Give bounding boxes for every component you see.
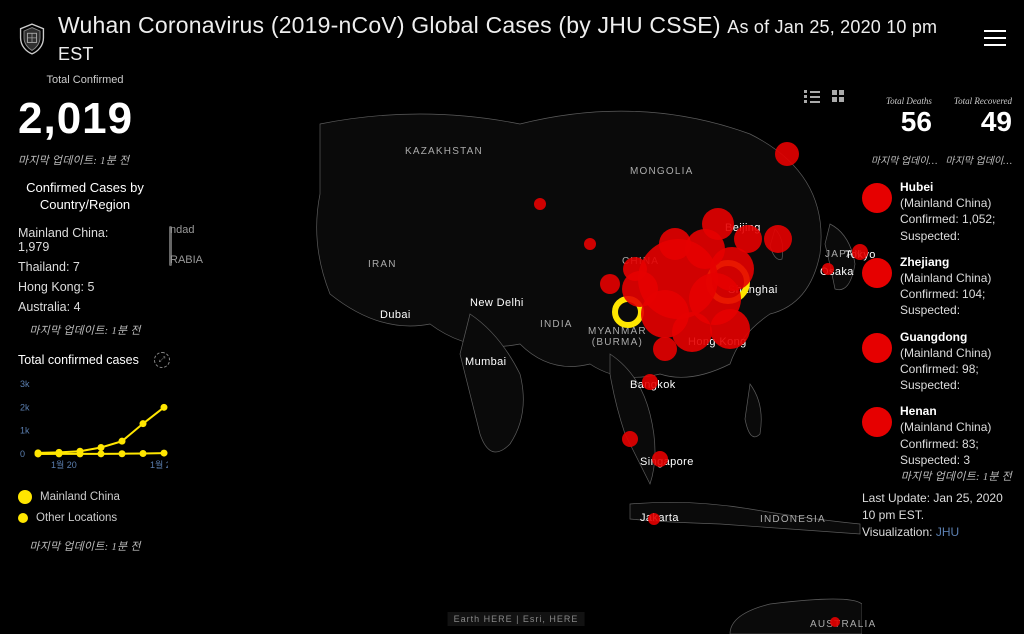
map-bubble-red[interactable] [652,451,668,467]
hamburger-menu-icon[interactable] [984,30,1006,48]
region-row[interactable]: Hubei(Mainland China)Confirmed: 1,052; S… [862,179,1012,244]
right-panel: Total Deaths 56 Total Recovered 49 마지막 업… [862,74,1024,634]
map-bubble-red[interactable] [584,238,596,250]
map-basemap [170,74,862,634]
region-dot-icon [862,407,892,437]
left-panel: Total Confirmed 2,019 마지막 업데이트: 1분 전 Con… [0,74,170,634]
header: Wuhan Coronavirus (2019-nCoV) Global Cas… [0,0,1024,74]
shield-icon [18,23,46,55]
total-confirmed-value: 2,019 [18,94,170,144]
list-item[interactable]: Australia: 4 [18,300,170,314]
map-bubble-red[interactable] [822,263,834,275]
legend-dot-icon [18,513,28,523]
map-partial-labels: ndad RABIA [170,224,206,284]
country-list[interactable]: Mainland China: 1,979 Thailand: 7 Hong K… [18,226,170,314]
legend-item: Mainland China [18,490,170,504]
region-row[interactable]: Guangdong(Mainland China)Confirmed: 98; … [862,329,1012,394]
list-item[interactable]: Mainland China: 1,979 [18,226,170,254]
map-bubble-red[interactable] [672,312,712,352]
region-dot-icon [862,333,892,363]
svg-text:0: 0 [20,449,25,459]
total-confirmed-label: Total Confirmed [0,74,170,86]
map-bubble-red[interactable] [775,142,799,166]
title-main: Wuhan Coronavirus (2019-nCoV) Global Cas… [58,12,721,38]
map-bubble-red[interactable] [653,337,677,361]
region-update-text: 마지막 업데이트: 1분 전 [862,468,1012,484]
map-city-label: New Delhi [470,297,524,309]
svg-text:2k: 2k [20,402,30,412]
kpi-deaths: Total Deaths 56 [886,96,932,138]
kpi-recovered: Total Recovered 49 [954,96,1012,138]
main: Total Confirmed 2,019 마지막 업데이트: 1분 전 Con… [0,74,1024,634]
grid-view-icon[interactable] [832,90,850,108]
kpi-updates: 마지막 업데이… 마지막 업데이… [862,152,1012,167]
map-bubble-red[interactable] [710,309,750,349]
region-dot-icon [862,258,892,288]
expand-icon[interactable]: ⤢ [154,352,170,368]
list-item[interactable]: Thailand: 7 [18,260,170,274]
region-row[interactable]: Zhejiang(Mainland China)Confirmed: 104; … [862,254,1012,319]
map-country-label: MYANMAR(BURMA) [588,326,647,348]
legend-item: Other Locations [18,512,170,524]
chart-update-text: 마지막 업데이트: 1분 전 [0,538,170,554]
map-attribution: Earth HERE | Esri, HERE [448,612,585,626]
kpi-row: Total Deaths 56 Total Recovered 49 [862,96,1012,138]
country-update-text: 마지막 업데이트: 1분 전 [0,322,170,338]
chart-header: Total confirmed cases ⤢ [18,352,170,368]
region-dot-icon [862,183,892,213]
map-city-label: Mumbai [465,356,507,368]
svg-text:1k: 1k [20,425,30,435]
map-bubble-red[interactable] [642,374,658,390]
country-section-title: Confirmed Cases by Country/Region [0,180,170,214]
map-bubble-red[interactable] [534,198,546,210]
region-row[interactable]: Henan(Mainland China)Confirmed: 83; Susp… [862,403,1012,468]
line-chart[interactable]: 0 1k 2k 3k 1월 20 1월 25 [18,380,168,470]
map-bubble-red[interactable] [734,225,762,253]
map-bubble-red[interactable] [764,225,792,253]
list-item[interactable]: Hong Kong: 5 [18,280,170,294]
map[interactable]: ndad RABIA KAZAKHSTANMONGOLIAIRANINDIACH… [170,74,862,634]
svg-text:1월 25: 1월 25 [150,459,168,470]
map-bubble-red[interactable] [659,228,691,260]
map-country-label: INDONESIA [760,514,826,525]
source-link[interactable]: JHU [936,525,959,539]
svg-text:3k: 3k [20,380,30,389]
page-title: Wuhan Coronavirus (2019-nCoV) Global Cas… [58,12,972,66]
svg-text:1월 20: 1월 20 [51,459,77,470]
map-country-label: KAZAKHSTAN [405,146,483,157]
map-bubble-red[interactable] [623,257,647,281]
map-toolbar [804,90,850,108]
map-city-label: Dubai [380,309,411,321]
chart-legend: Mainland China Other Locations [18,490,170,524]
map-bubble-red[interactable] [622,431,638,447]
map-bubble-red[interactable] [702,208,734,240]
map-bubble-red[interactable] [600,274,620,294]
list-view-icon[interactable] [804,90,822,108]
map-bubble-red[interactable] [852,244,868,260]
region-list[interactable]: Hubei(Mainland China)Confirmed: 1,052; S… [862,179,1012,468]
chart-title: Total confirmed cases [18,353,139,367]
total-update-text: 마지막 업데이트: 1분 전 [18,152,170,168]
map-country-label: MONGOLIA [630,166,694,177]
legend-dot-icon [18,490,32,504]
map-country-label: AUSTRALIA [810,619,876,630]
map-bubble-red[interactable] [830,617,840,627]
map-country-label: INDIA [540,319,573,330]
map-country-label: IRAN [368,259,397,270]
map-bubble-red[interactable] [648,513,660,525]
footer-update: Last Update: Jan 25, 2020 10 pm EST. Vis… [862,490,1012,540]
